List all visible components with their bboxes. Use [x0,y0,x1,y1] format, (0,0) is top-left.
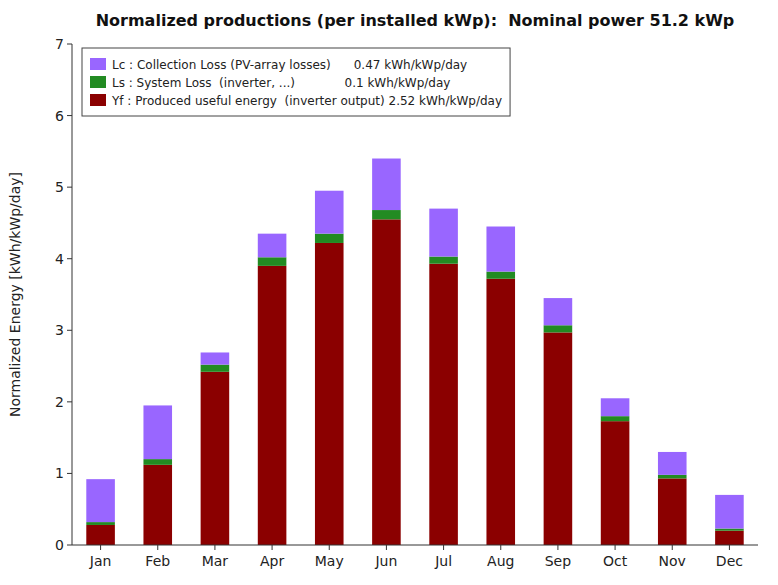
x-tick-label: Sep [545,553,572,569]
bars [86,159,743,545]
bar [258,234,287,258]
bar [544,298,573,325]
y-tick [67,330,72,331]
bar [372,219,401,545]
y-tick [67,187,72,188]
y-tick-label: 7 [55,36,64,52]
y-tick-label: 1 [55,465,64,481]
x-tick-label: May [315,553,344,569]
bar [658,452,687,475]
bar [143,405,172,459]
bar [143,459,172,465]
bar [486,227,515,272]
x-tick-label: Jan [89,553,112,569]
y-tick [67,115,72,116]
chart: 0 1 2 3 4 5 6 7 Jan Feb Mar Apr May Jun Jul Aug Sep Oct No… [0,0,778,585]
x-tick [100,545,101,550]
bar [86,525,115,545]
y-tick [67,545,72,546]
x-tick [214,545,215,550]
y-tick-label: 4 [55,251,64,267]
bar [258,257,287,266]
bar [429,257,458,264]
x-tick-label: Nov [659,553,686,569]
x-tick-label: Jun [374,553,397,569]
bar [429,264,458,545]
y-tick [67,473,72,474]
bar [544,332,573,545]
bar [258,266,287,545]
bar [201,365,230,372]
x-tick [443,545,444,550]
bar [715,529,744,531]
legend-label: Yf : Produced useful energy (inverter ou… [111,94,502,108]
bar [601,398,630,416]
x-tick-label: Dec [716,553,743,569]
y-axis-label: Normalized Energy [kWh/kWp/day] [7,172,23,417]
bar [201,372,230,545]
y-tick-label: 3 [55,322,64,338]
x-tick [386,545,387,550]
y-tick [67,258,72,259]
x-tick-label: Feb [145,553,170,569]
x-tick [500,545,501,550]
legend-swatch [90,94,106,106]
bar [86,479,115,522]
bar [658,475,687,479]
x-tick-label: Apr [260,553,284,569]
x-tick [157,545,158,550]
y-tick-label: 6 [55,108,64,124]
bar [143,465,172,545]
title: Normalized productions (per installed kW… [96,11,735,30]
y-tick [67,44,72,45]
bar [201,352,230,364]
background [0,0,778,585]
bar [86,522,115,525]
bar [315,191,344,234]
bar [601,416,630,421]
legend-label: Lc : Collection Loss (PV-array losses) 0… [112,58,467,72]
bar [372,159,401,211]
bar [658,478,687,545]
bar [315,234,344,243]
bar [486,279,515,545]
y-tick-label: 2 [55,394,64,410]
x-tick [329,545,330,550]
bar [544,325,573,332]
bar [601,421,630,545]
bar [486,272,515,279]
bar [372,210,401,219]
legend: Lc : Collection Loss (PV-array losses) 0… [82,48,510,116]
bar [715,495,744,529]
y-tick-label: 0 [55,537,64,553]
y-axis [72,44,73,545]
x-tick [557,545,558,550]
bar [315,243,344,545]
bar [715,531,744,545]
x-tick-label: Oct [603,553,628,569]
x-tick [672,545,673,550]
x-tick-label: Aug [487,553,514,569]
x-tick [729,545,730,550]
legend-swatch [90,58,106,70]
x-tick-label: Jul [434,553,452,569]
x-tick [272,545,273,550]
legend-box [82,48,510,116]
y-tick-label: 5 [55,179,64,195]
bar [429,209,458,257]
legend-label: Ls : System Loss (inverter, ...) 0.1 kWh… [112,76,450,90]
x-tick [615,545,616,550]
legend-swatch [90,76,106,88]
x-axis [72,545,758,546]
x-tick-label: Mar [202,553,229,569]
y-tick [67,401,72,402]
